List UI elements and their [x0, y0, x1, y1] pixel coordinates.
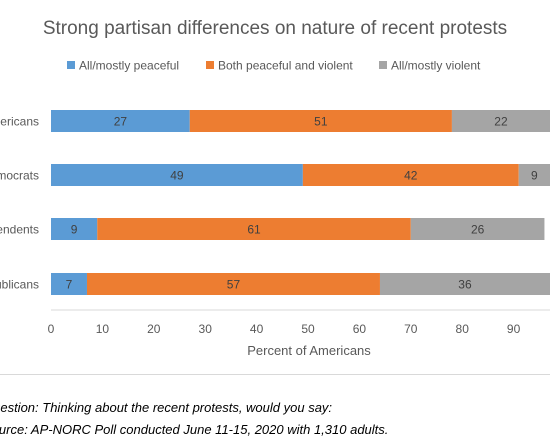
data-label: 42 — [404, 169, 418, 183]
x-tick-label: 20 — [147, 322, 161, 336]
data-label: 36 — [458, 278, 472, 292]
bar-segment — [189, 110, 452, 132]
category-label: Democrats — [0, 169, 39, 183]
x-tick-label: 80 — [456, 322, 470, 336]
bar-segment — [518, 164, 550, 186]
chart-title: Strong partisan differences on nature of… — [42, 18, 508, 39]
x-tick-label: 70 — [404, 322, 418, 336]
data-label: 9 — [531, 169, 538, 183]
bar-segment — [51, 164, 303, 186]
bar-segment — [51, 273, 87, 295]
chart-frame: Strong partisan differences on nature of… — [0, 18, 550, 375]
data-label: 27 — [114, 115, 128, 129]
x-tick-label: 40 — [250, 322, 264, 336]
x-tick-label: 10 — [96, 322, 110, 336]
bar-segment — [379, 273, 550, 295]
footnote-source: Source: AP-NORC Poll conducted June 11-1… — [0, 422, 389, 437]
data-label: 26 — [471, 223, 485, 237]
data-label: 49 — [170, 169, 184, 183]
data-label: 7 — [66, 278, 73, 292]
x-tick-label: 60 — [353, 322, 367, 336]
data-label: 51 — [314, 115, 328, 129]
data-label: 22 — [494, 115, 508, 129]
category-label: All Americans — [0, 115, 39, 129]
legend-label: All/mostly violent — [391, 59, 481, 73]
bar-segment — [51, 110, 190, 132]
category-label: Republicans — [0, 278, 39, 292]
stacked-bar-chart: All/mostly peaceful Both peaceful and vio… — [0, 59, 550, 358]
legend-swatch — [67, 61, 75, 69]
data-label: 9 — [71, 223, 78, 237]
legend-label: All/mostly peaceful — [79, 59, 179, 73]
x-tick-label: 30 — [199, 322, 213, 336]
bar-segment — [86, 273, 380, 295]
footnote-question: Question: Thinking about the recent prot… — [0, 400, 333, 415]
bar-segment — [302, 164, 519, 186]
x-tick-label: 0 — [48, 322, 55, 336]
bar-segment — [97, 218, 411, 240]
legend-swatch — [206, 61, 214, 69]
legend-label: Both peaceful and violent — [218, 59, 353, 73]
bar-segment — [451, 110, 550, 132]
bar-segment — [410, 218, 545, 240]
bar-segment — [51, 218, 98, 240]
data-label: 61 — [247, 223, 261, 237]
legend-swatch — [379, 61, 387, 69]
x-axis-label: Percent of Americans — [247, 343, 371, 358]
data-label: 57 — [227, 278, 241, 292]
x-tick-label: 90 — [507, 322, 521, 336]
x-tick-label: 50 — [301, 322, 315, 336]
category-label: Independents — [0, 223, 39, 237]
